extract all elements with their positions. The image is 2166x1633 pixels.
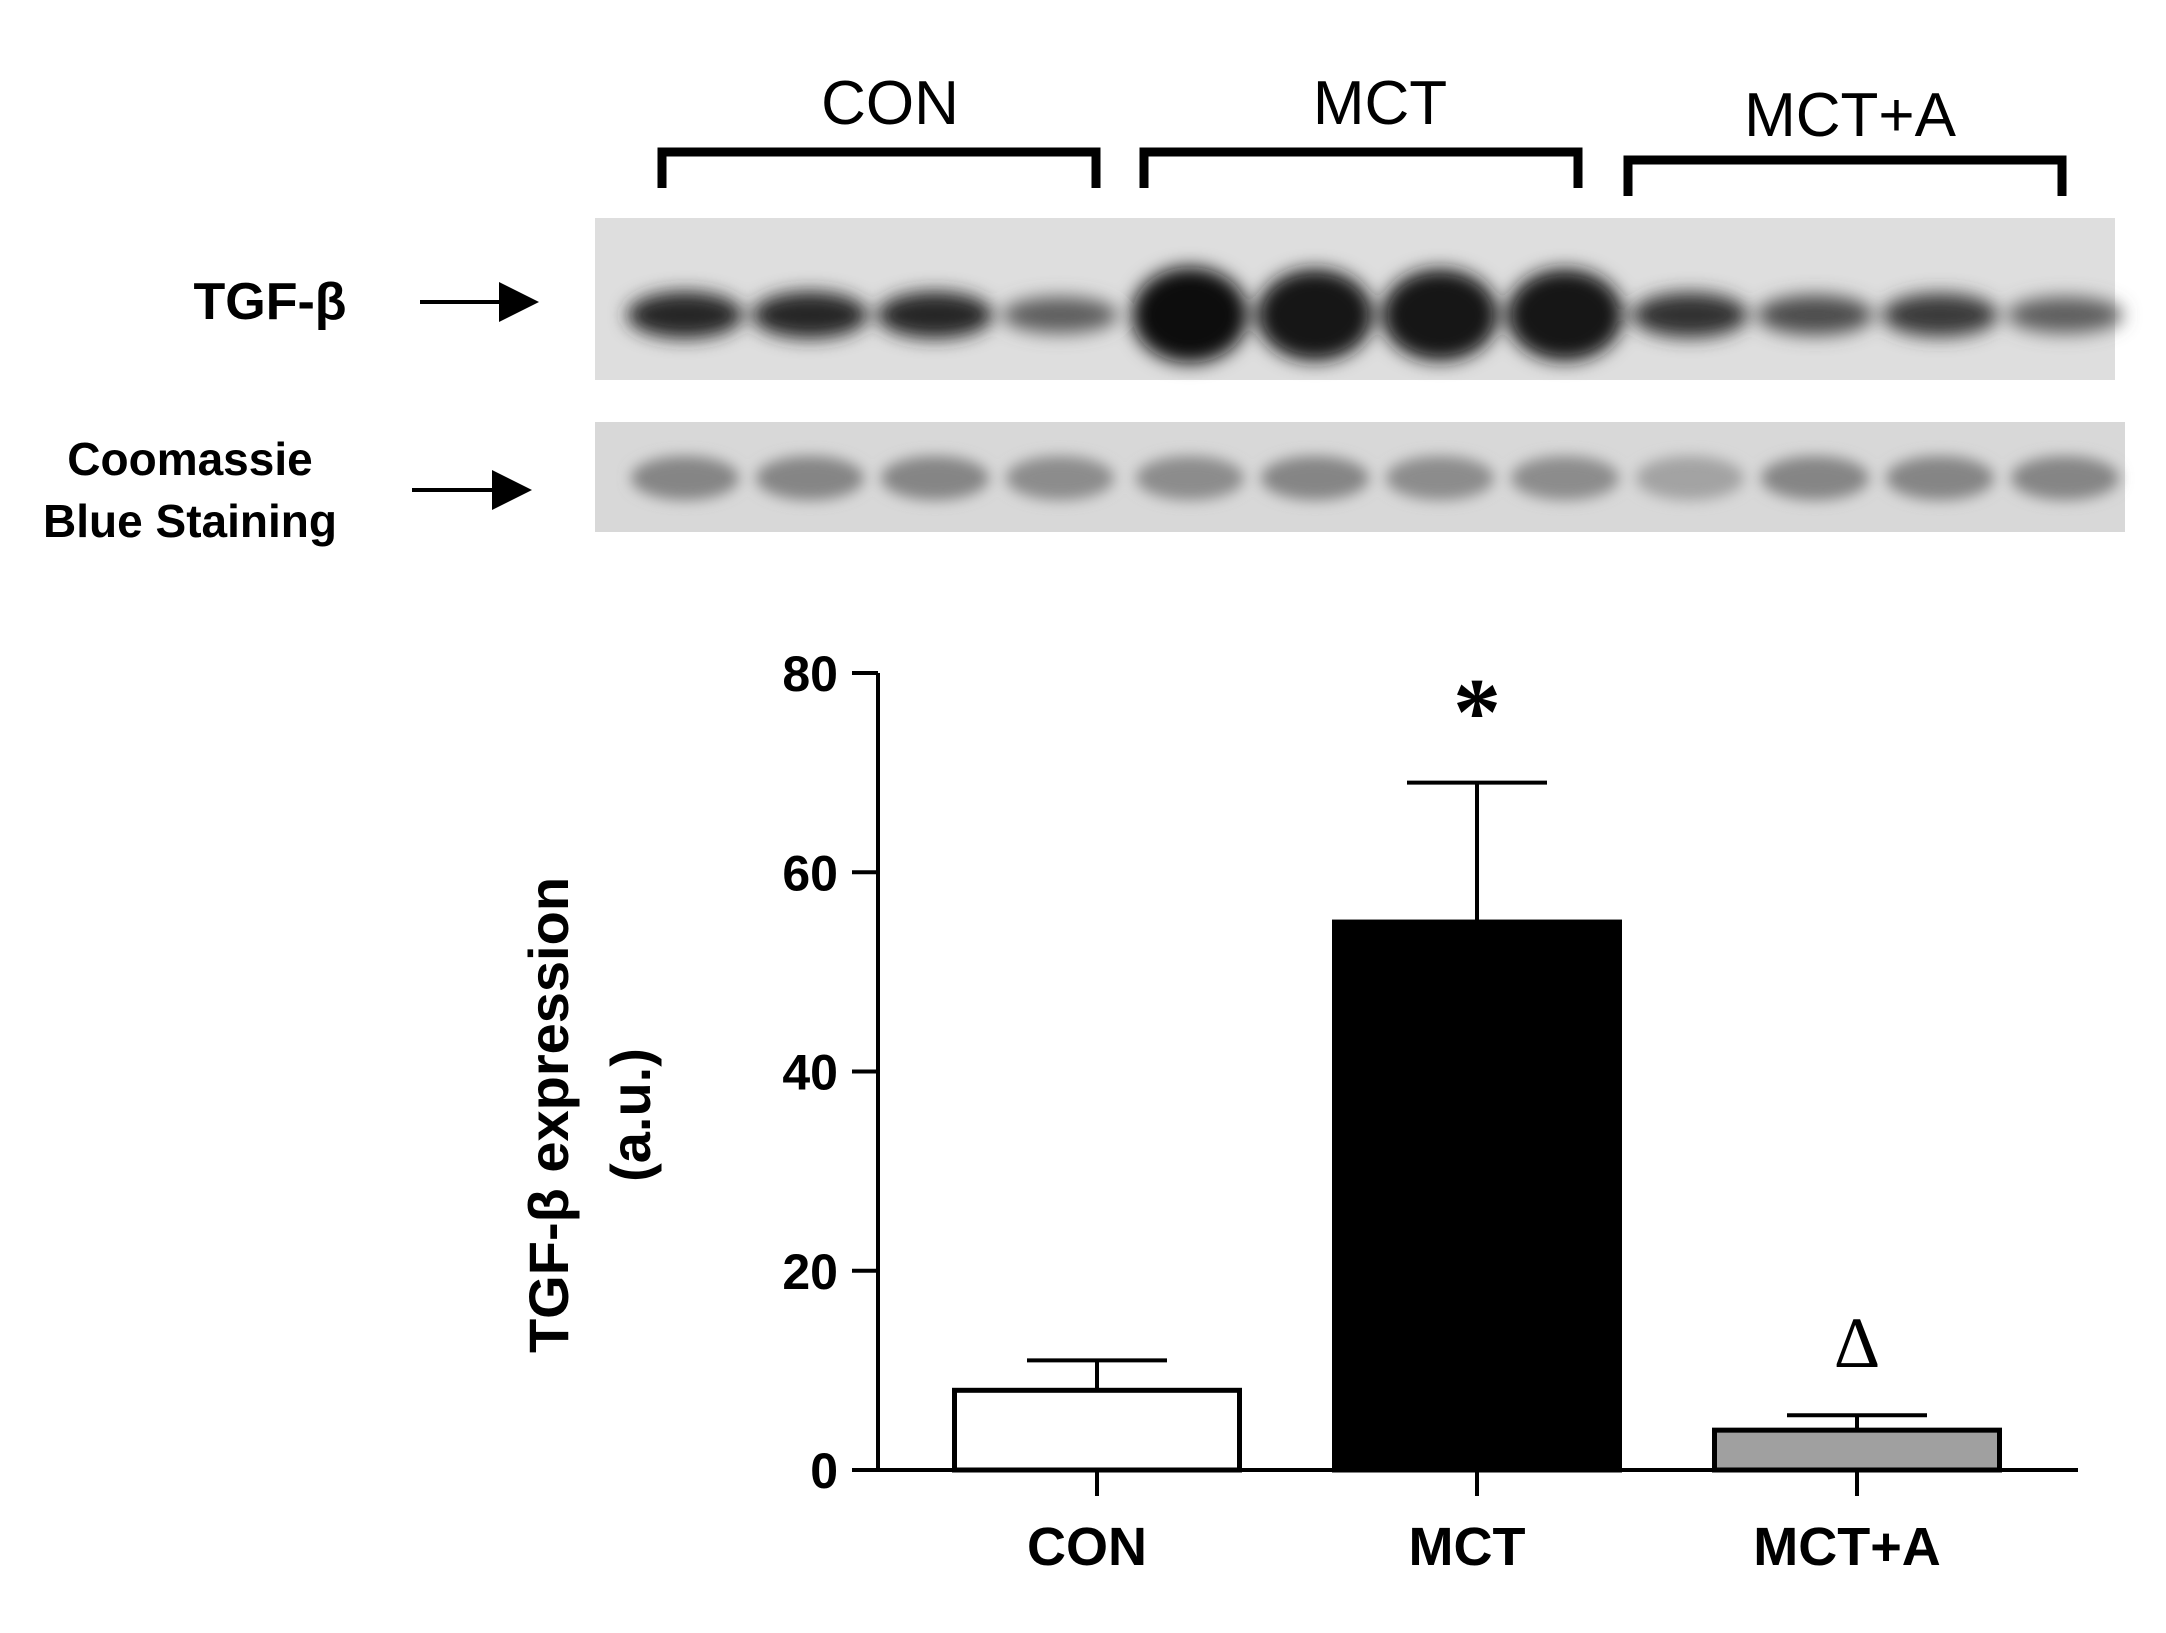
coomassie-band	[1886, 456, 1994, 500]
tgf-beta-bands	[627, 267, 2123, 363]
coomassie-row-label: Coomassie Blue Staining	[43, 433, 337, 547]
bar-con	[952, 1387, 1242, 1473]
tgf-beta-band	[1757, 294, 1873, 336]
bracket-con	[657, 147, 1101, 188]
y-tick-label: 60	[782, 845, 838, 901]
coomassie-band	[1511, 456, 1619, 500]
tgf-beta-band	[1132, 267, 1248, 363]
blot-group-label-mct-a: MCT+A	[1744, 81, 1956, 150]
bracket-mct	[1139, 147, 1583, 188]
coomassie-band	[1006, 456, 1114, 500]
y-axis-title: TGF-β expression	[517, 877, 580, 1353]
x-tick-label: MCT+A	[1753, 1517, 1941, 1577]
tgf-beta-band	[2007, 296, 2123, 334]
tgf-beta-row-label: TGF-β	[193, 273, 347, 331]
tgf-beta-band	[1002, 296, 1118, 334]
blot-group-label-mct: MCT	[1312, 69, 1448, 138]
coomassie-band	[2011, 456, 2119, 500]
tgf-beta-band	[627, 291, 743, 339]
significance-delta: Δ	[1834, 1303, 1880, 1383]
blot-group-label-con: CON	[821, 69, 959, 138]
y-axis-unit: (a.u.)	[599, 1048, 662, 1182]
tgf-beta-band	[1257, 268, 1373, 362]
coomassie-bands	[631, 456, 2119, 500]
tgf-beta-band	[1507, 268, 1623, 362]
y-tick-label: 80	[782, 646, 838, 702]
y-tick-label: 0	[810, 1443, 838, 1499]
coomassie-band	[1636, 456, 1744, 500]
bracket-mct-a	[1623, 155, 2067, 196]
x-tick-label: CON	[1027, 1517, 1147, 1577]
coomassie-band	[1386, 456, 1494, 500]
significance-star: *	[1453, 659, 1501, 766]
tgf-beta-band	[877, 291, 993, 339]
y-tick-label: 20	[782, 1244, 838, 1300]
bar-mct-a	[1712, 1427, 2002, 1473]
western-blot	[412, 147, 2125, 532]
coomassie-band	[1136, 456, 1244, 500]
y-tick-label: 40	[782, 1045, 838, 1101]
coomassie-band	[1261, 456, 1369, 500]
tgf-beta-band	[1632, 292, 1748, 338]
coomassie-band	[631, 456, 739, 500]
coomassie-band	[756, 456, 864, 500]
tgf-beta-band	[752, 291, 868, 339]
tgf-beta-band	[1882, 293, 1998, 337]
bar-mct	[1332, 919, 1622, 1473]
tgf-beta-band	[1382, 268, 1498, 362]
coomassie-band	[881, 456, 989, 500]
coomassie-band	[1761, 456, 1869, 500]
x-tick-label: MCT	[1409, 1517, 1526, 1577]
